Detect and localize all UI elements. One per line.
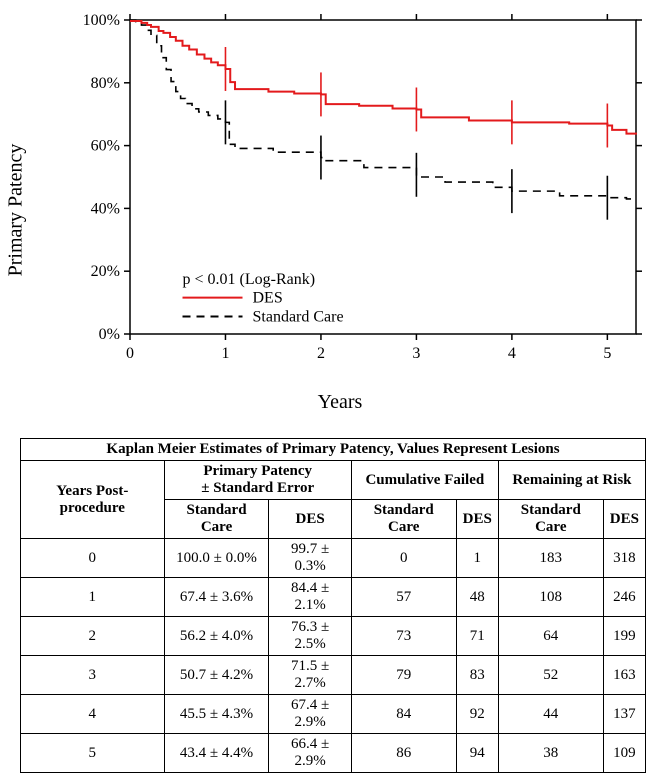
svg-text:20%: 20% <box>91 263 120 280</box>
col-pp-des: DES <box>269 500 351 539</box>
table-cell: 48 <box>456 578 498 617</box>
table-row: 543.4 ± 4.4%66.4 ± 2.9%869438109 <box>21 734 646 773</box>
col-rr-des: DES <box>603 500 645 539</box>
svg-text:4: 4 <box>508 345 516 362</box>
table-cell: 108 <box>498 578 603 617</box>
col-cf-std: Standard Care <box>351 500 456 539</box>
svg-text:60%: 60% <box>91 138 120 155</box>
table-cell: 0 <box>351 539 456 578</box>
table-cell: 56.2 ± 4.0% <box>164 617 269 656</box>
table-cell: 45.5 ± 4.3% <box>164 695 269 734</box>
table-row: 445.5 ± 4.3%67.4 ± 2.9%849244137 <box>21 695 646 734</box>
table-cell: 64 <box>498 617 603 656</box>
table-cell: 99.7 ± 0.3% <box>269 539 351 578</box>
table-cell: 71.5 ± 2.7% <box>269 656 351 695</box>
table-row: 350.7 ± 4.2%71.5 ± 2.7%798352163 <box>21 656 646 695</box>
table-row: 0100.0 ± 0.0%99.7 ± 0.3%01183318 <box>21 539 646 578</box>
table-cell: 44 <box>498 695 603 734</box>
table-cell: 1 <box>21 578 165 617</box>
svg-text:DES: DES <box>253 290 283 307</box>
x-axis-label: Years <box>318 391 363 414</box>
col-pp-std: Standard Care <box>164 500 269 539</box>
table-cell: 3 <box>21 656 165 695</box>
col-rr-std: Standard Care <box>498 500 603 539</box>
table-title: Kaplan Meier Estimates of Primary Patenc… <box>21 439 646 461</box>
group-primary-patency: Primary Patency± Standard Error <box>164 461 351 500</box>
km-plot-svg: 0% 20% 40% 60% 80% 100% 0 1 2 3 4 5 p < 0.01 (Log-Ra… <box>74 10 646 378</box>
table-cell: 50.7 ± 4.2% <box>164 656 269 695</box>
table-cell: 318 <box>603 539 645 578</box>
table-cell: 0 <box>21 539 165 578</box>
table-cell: 163 <box>603 656 645 695</box>
table-cell: 109 <box>603 734 645 773</box>
table-cell: 137 <box>603 695 645 734</box>
table-cell: 199 <box>603 617 645 656</box>
table-cell: 183 <box>498 539 603 578</box>
table-cell: 84.4 ± 2.1% <box>269 578 351 617</box>
svg-text:0%: 0% <box>99 326 120 343</box>
table-cell: 79 <box>351 656 456 695</box>
svg-text:1: 1 <box>221 345 229 362</box>
group-cumulative-failed: Cumulative Failed <box>351 461 498 500</box>
row-header: Years Post-procedure <box>21 461 165 539</box>
table-cell: 66.4 ± 2.9% <box>269 734 351 773</box>
table-cell: 86 <box>351 734 456 773</box>
table-cell: 67.4 ± 2.9% <box>269 695 351 734</box>
table-cell: 246 <box>603 578 645 617</box>
table-cell: 4 <box>21 695 165 734</box>
col-cf-des: DES <box>456 500 498 539</box>
table-row: 256.2 ± 4.0%76.3 ± 2.5%737164199 <box>21 617 646 656</box>
table-cell: 67.4 ± 3.6% <box>164 578 269 617</box>
table-row: 167.4 ± 3.6%84.4 ± 2.1%5748108246 <box>21 578 646 617</box>
table-cell: 1 <box>456 539 498 578</box>
svg-text:3: 3 <box>412 345 420 362</box>
table-cell: 92 <box>456 695 498 734</box>
table-cell: 83 <box>456 656 498 695</box>
y-axis-label: Primary Patency <box>5 144 28 277</box>
km-chart: Primary Patency 0%20%40%60%80%100%012345… <box>30 10 650 410</box>
table-cell: 38 <box>498 734 603 773</box>
km-table-wrap: Kaplan Meier Estimates of Primary Patenc… <box>20 438 646 773</box>
svg-text:80%: 80% <box>91 75 120 92</box>
table-cell: 2 <box>21 617 165 656</box>
km-table: Kaplan Meier Estimates of Primary Patenc… <box>20 438 646 773</box>
svg-text:40%: 40% <box>91 200 120 217</box>
svg-text:100%: 100% <box>83 12 120 29</box>
table-cell: 76.3 ± 2.5% <box>269 617 351 656</box>
table-cell: 84 <box>351 695 456 734</box>
svg-text:p < 0.01 (Log-Rank): p < 0.01 (Log-Rank) <box>183 271 316 288</box>
table-cell: 100.0 ± 0.0% <box>164 539 269 578</box>
svg-text:2: 2 <box>317 345 325 362</box>
table-cell: 5 <box>21 734 165 773</box>
table-cell: 71 <box>456 617 498 656</box>
table-cell: 52 <box>498 656 603 695</box>
group-remaining-risk: Remaining at Risk <box>498 461 645 500</box>
figure-page: Primary Patency 0%20%40%60%80%100%012345… <box>0 0 666 681</box>
table-cell: 94 <box>456 734 498 773</box>
svg-text:0: 0 <box>126 345 134 362</box>
svg-text:Standard Care: Standard Care <box>253 308 344 325</box>
table-cell: 57 <box>351 578 456 617</box>
table-cell: 43.4 ± 4.4% <box>164 734 269 773</box>
svg-text:5: 5 <box>603 345 611 362</box>
table-cell: 73 <box>351 617 456 656</box>
